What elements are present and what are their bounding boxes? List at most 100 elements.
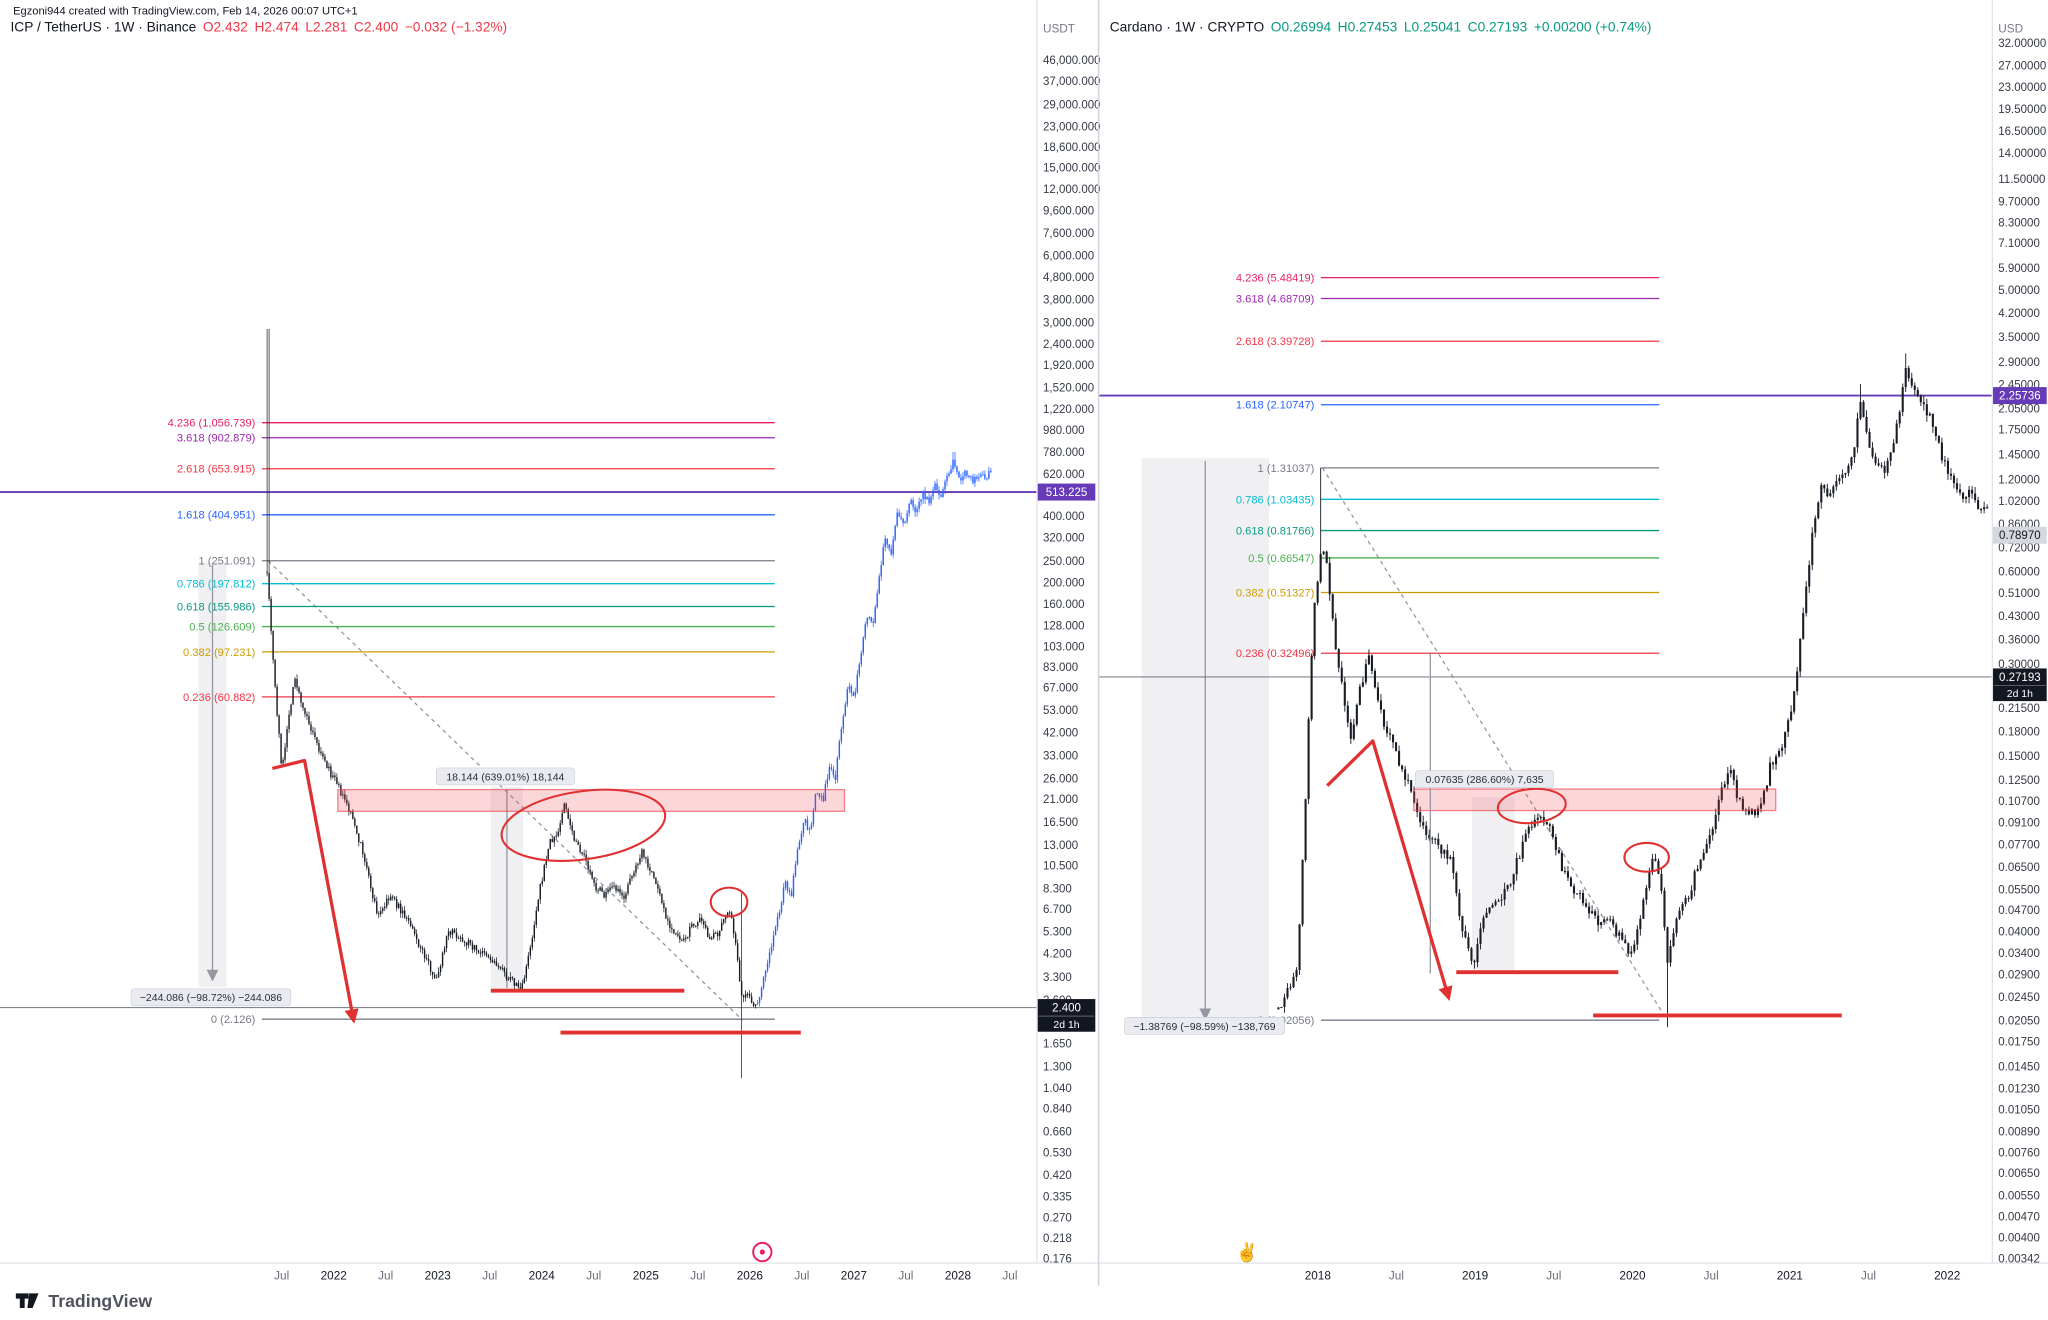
date-tick-label: 2019 xyxy=(1462,1269,1488,1282)
chart-legend-cardano[interactable]: Cardano · 1W · CRYPTO O0.26994 H0.27453 L0.… xyxy=(1110,20,1658,36)
price-tick-label: 0.04000 xyxy=(1998,927,2040,939)
chart-legend-icp[interactable]: ICP / TetherUS · 1W · Binance O2.432 H2.47… xyxy=(10,20,513,36)
icp-time-axis[interactable]: Jul 2022 Jul 2023 Jul 2024 Jul 2025 Jul 2026 Jul 20… xyxy=(274,1269,1017,1282)
icp-candles xyxy=(266,329,992,1079)
price-tick-label: 67.000 xyxy=(1043,683,1078,695)
svg-text:0.618 (0.81766): 0.618 (0.81766) xyxy=(1236,526,1315,538)
tradingview-logo[interactable]: TradingView xyxy=(13,1290,152,1311)
price-tick-label: 0.05500 xyxy=(1998,884,2040,896)
price-tick-label: 0.335 xyxy=(1043,1192,1072,1204)
price-tick-label: 0.03400 xyxy=(1998,948,2040,960)
price-tick-label: 0.00650 xyxy=(1998,1168,2040,1180)
measure-label[interactable]: 18.144 (639.01%) 18,144 xyxy=(436,767,575,786)
svg-text:2.618 (3.39728): 2.618 (3.39728) xyxy=(1236,336,1315,348)
price-tick-label: 0.01750 xyxy=(1998,1037,2040,1049)
date-tick-label: Jul xyxy=(690,1269,705,1282)
price-tick-label: 4.20000 xyxy=(1998,308,2040,320)
cardano-price-axis[interactable]: USD 32.00000 27.00000 23.00000 19.50000 16.50… xyxy=(1991,0,2047,1266)
date-tick-label: Jul xyxy=(794,1269,809,1282)
date-tick-label: 2022 xyxy=(321,1269,347,1282)
supply-zone-box[interactable] xyxy=(1413,788,1777,812)
price-tick-label: 0.00400 xyxy=(1998,1233,2040,1245)
price-badge: 2.25736 xyxy=(1993,387,2047,405)
measure-label[interactable]: −1.38769 (−98.59%) −138,769 xyxy=(1124,1017,1285,1035)
price-tick-label: 1,520.000 xyxy=(1043,383,1094,395)
price-tick-label: 9.70000 xyxy=(1998,197,2040,209)
price-tick-label: 0.10700 xyxy=(1998,796,2040,808)
ellipse-annotation[interactable] xyxy=(1623,841,1670,873)
svg-text:0.618 (155.986): 0.618 (155.986) xyxy=(177,601,256,613)
measure-label[interactable]: −244.086 (−98.72%) −244.086 xyxy=(130,988,292,1007)
price-tick-label: 3,000.000 xyxy=(1043,317,1094,329)
price-tick-label: 29,000.000 xyxy=(1043,99,1101,111)
price-tick-label: 26.000 xyxy=(1043,774,1078,786)
price-tick-label: 19.50000 xyxy=(1998,104,2046,116)
fib-extension[interactable]: 4.236 (5.48419) 3.618 (4.68709) 2.618 (3.3… xyxy=(1236,273,1660,1028)
svg-text:0.27193: 0.27193 xyxy=(1999,672,2041,684)
svg-text:0.382 (0.51327): 0.382 (0.51327) xyxy=(1236,587,1315,599)
price-tick-label: 5.90000 xyxy=(1998,263,2040,275)
svg-text:18.144 (639.01%) 18,144: 18.144 (639.01%) 18,144 xyxy=(446,772,564,783)
price-tick-label: 83.000 xyxy=(1043,662,1078,674)
price-tick-label: 160.000 xyxy=(1043,599,1085,611)
hand-icon[interactable]: ✌ xyxy=(1236,1241,1259,1264)
price-tick-label: 1.300 xyxy=(1043,1061,1072,1073)
svg-text:2.618 (653.915): 2.618 (653.915) xyxy=(177,464,256,476)
price-tick-label: 980.000 xyxy=(1043,425,1085,437)
svg-text:4.236 (1,056.739): 4.236 (1,056.739) xyxy=(168,418,256,430)
dashed-trendline[interactable] xyxy=(1321,467,1668,1021)
price-tick-label: 0.60000 xyxy=(1998,567,2040,579)
price-tick-label: 5.00000 xyxy=(1998,285,2040,297)
ellipse-annotation[interactable] xyxy=(709,886,749,918)
ellipse-annotation[interactable] xyxy=(497,780,670,870)
svg-text:0.07635 (286.60%) 7,635: 0.07635 (286.60%) 7,635 xyxy=(1426,775,1544,786)
cardano-time-axis[interactable]: 2018 Jul 2019 Jul 2020 Jul 2021 Jul 2022 xyxy=(1305,1269,1961,1282)
svg-text:1 (251.091): 1 (251.091) xyxy=(199,556,256,568)
svg-text:0.382 (97.231): 0.382 (97.231) xyxy=(183,647,256,659)
price-tick-label: 0.18000 xyxy=(1998,727,2040,739)
range-measure[interactable] xyxy=(490,786,524,991)
svg-text:3.618 (4.68709): 3.618 (4.68709) xyxy=(1236,293,1315,305)
date-tick-label: Jul xyxy=(482,1269,497,1282)
range-measure[interactable] xyxy=(1141,458,1269,1026)
price-tick-label: 0.660 xyxy=(1043,1127,1072,1139)
icp-price-axis[interactable]: USDT 46,000.000 37,000.000 29,000.000 23,000… xyxy=(1036,0,1101,1266)
price-tick-label: 27.00000 xyxy=(1998,61,2046,73)
price-tick-label: 320.000 xyxy=(1043,532,1085,544)
attribution-text: Egzoni944 created with TradingView.com, … xyxy=(13,3,358,17)
svg-text:0 (0.02056): 0 (0.02056) xyxy=(1258,1015,1315,1027)
measure-label[interactable]: 0.07635 (286.60%) 7,635 xyxy=(1415,770,1554,789)
price-tick-label: 37,000.000 xyxy=(1043,76,1101,88)
fib-extension[interactable]: 4.236 (1,056.739) 3.618 (902.879) 2.618 (6… xyxy=(168,418,775,1027)
price-tick-label: 0.15000 xyxy=(1998,751,2040,763)
price-tick-label: 0.01050 xyxy=(1998,1104,2040,1116)
price-tick-label: 128.000 xyxy=(1043,620,1085,632)
ohlc-high: H2.474 xyxy=(254,19,299,36)
svg-text:2.25736: 2.25736 xyxy=(1999,391,2041,403)
trend-arrow[interactable] xyxy=(271,758,359,1024)
price-tick-label: 0.176 xyxy=(1043,1254,1072,1266)
price-badge: 0.78970 xyxy=(1993,526,2047,544)
price-tick-label: 0.04700 xyxy=(1998,905,2040,917)
range-measure[interactable] xyxy=(198,562,227,988)
date-tick-label: Jul xyxy=(378,1269,393,1282)
trend-arrow[interactable] xyxy=(1326,739,1453,1002)
price-tick-label: 2.45000 xyxy=(1998,380,2040,392)
date-tick-label: Jul xyxy=(1861,1269,1876,1282)
ellipse-annotation[interactable] xyxy=(1496,786,1567,826)
symbol-title[interactable]: Cardano · 1W · CRYPTO xyxy=(1109,19,1265,36)
price-tick-label: 42.000 xyxy=(1043,727,1078,739)
price-tick-label: 0.86000 xyxy=(1998,519,2040,531)
price-tick-label: 13.000 xyxy=(1043,840,1078,852)
supply-zone-box[interactable] xyxy=(337,788,846,812)
price-tick-label: 7,600.000 xyxy=(1043,228,1094,240)
symbol-title[interactable]: ICP / TetherUS · 1W · Binance xyxy=(10,19,197,36)
price-tick-label: 0.21500 xyxy=(1998,703,2040,715)
circle-icon[interactable] xyxy=(752,1241,773,1263)
price-tick-label: 1.650 xyxy=(1043,1038,1072,1050)
date-tick-label: 2028 xyxy=(945,1269,972,1282)
price-tick-label: 0.00760 xyxy=(1998,1147,2040,1159)
ohlc-low: L2.281 xyxy=(305,19,348,36)
price-tick-label: 0.270 xyxy=(1043,1212,1072,1224)
